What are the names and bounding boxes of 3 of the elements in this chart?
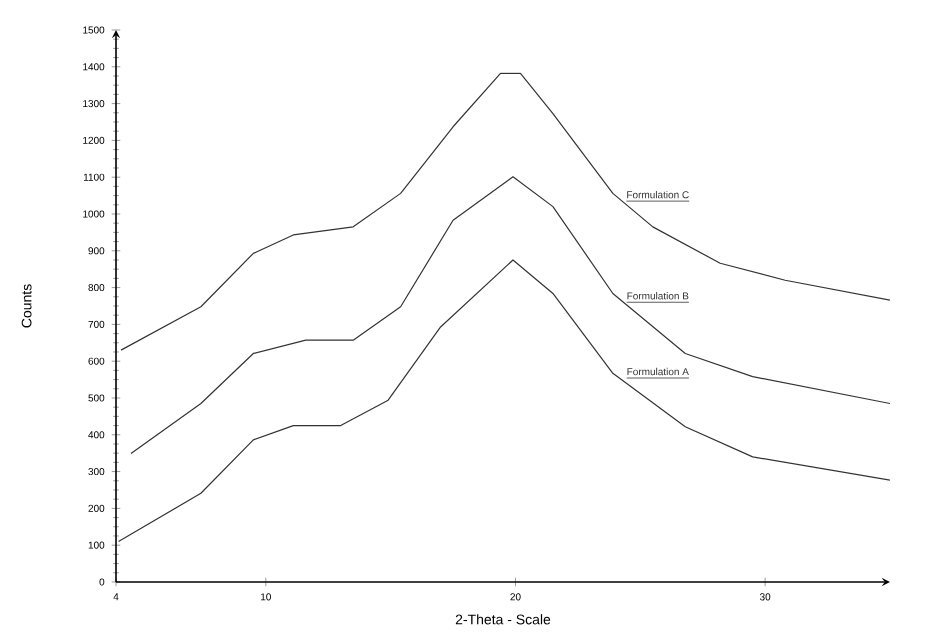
line-series: [117, 259, 890, 543]
line-series: [130, 176, 890, 455]
line-series: [120, 72, 890, 351]
